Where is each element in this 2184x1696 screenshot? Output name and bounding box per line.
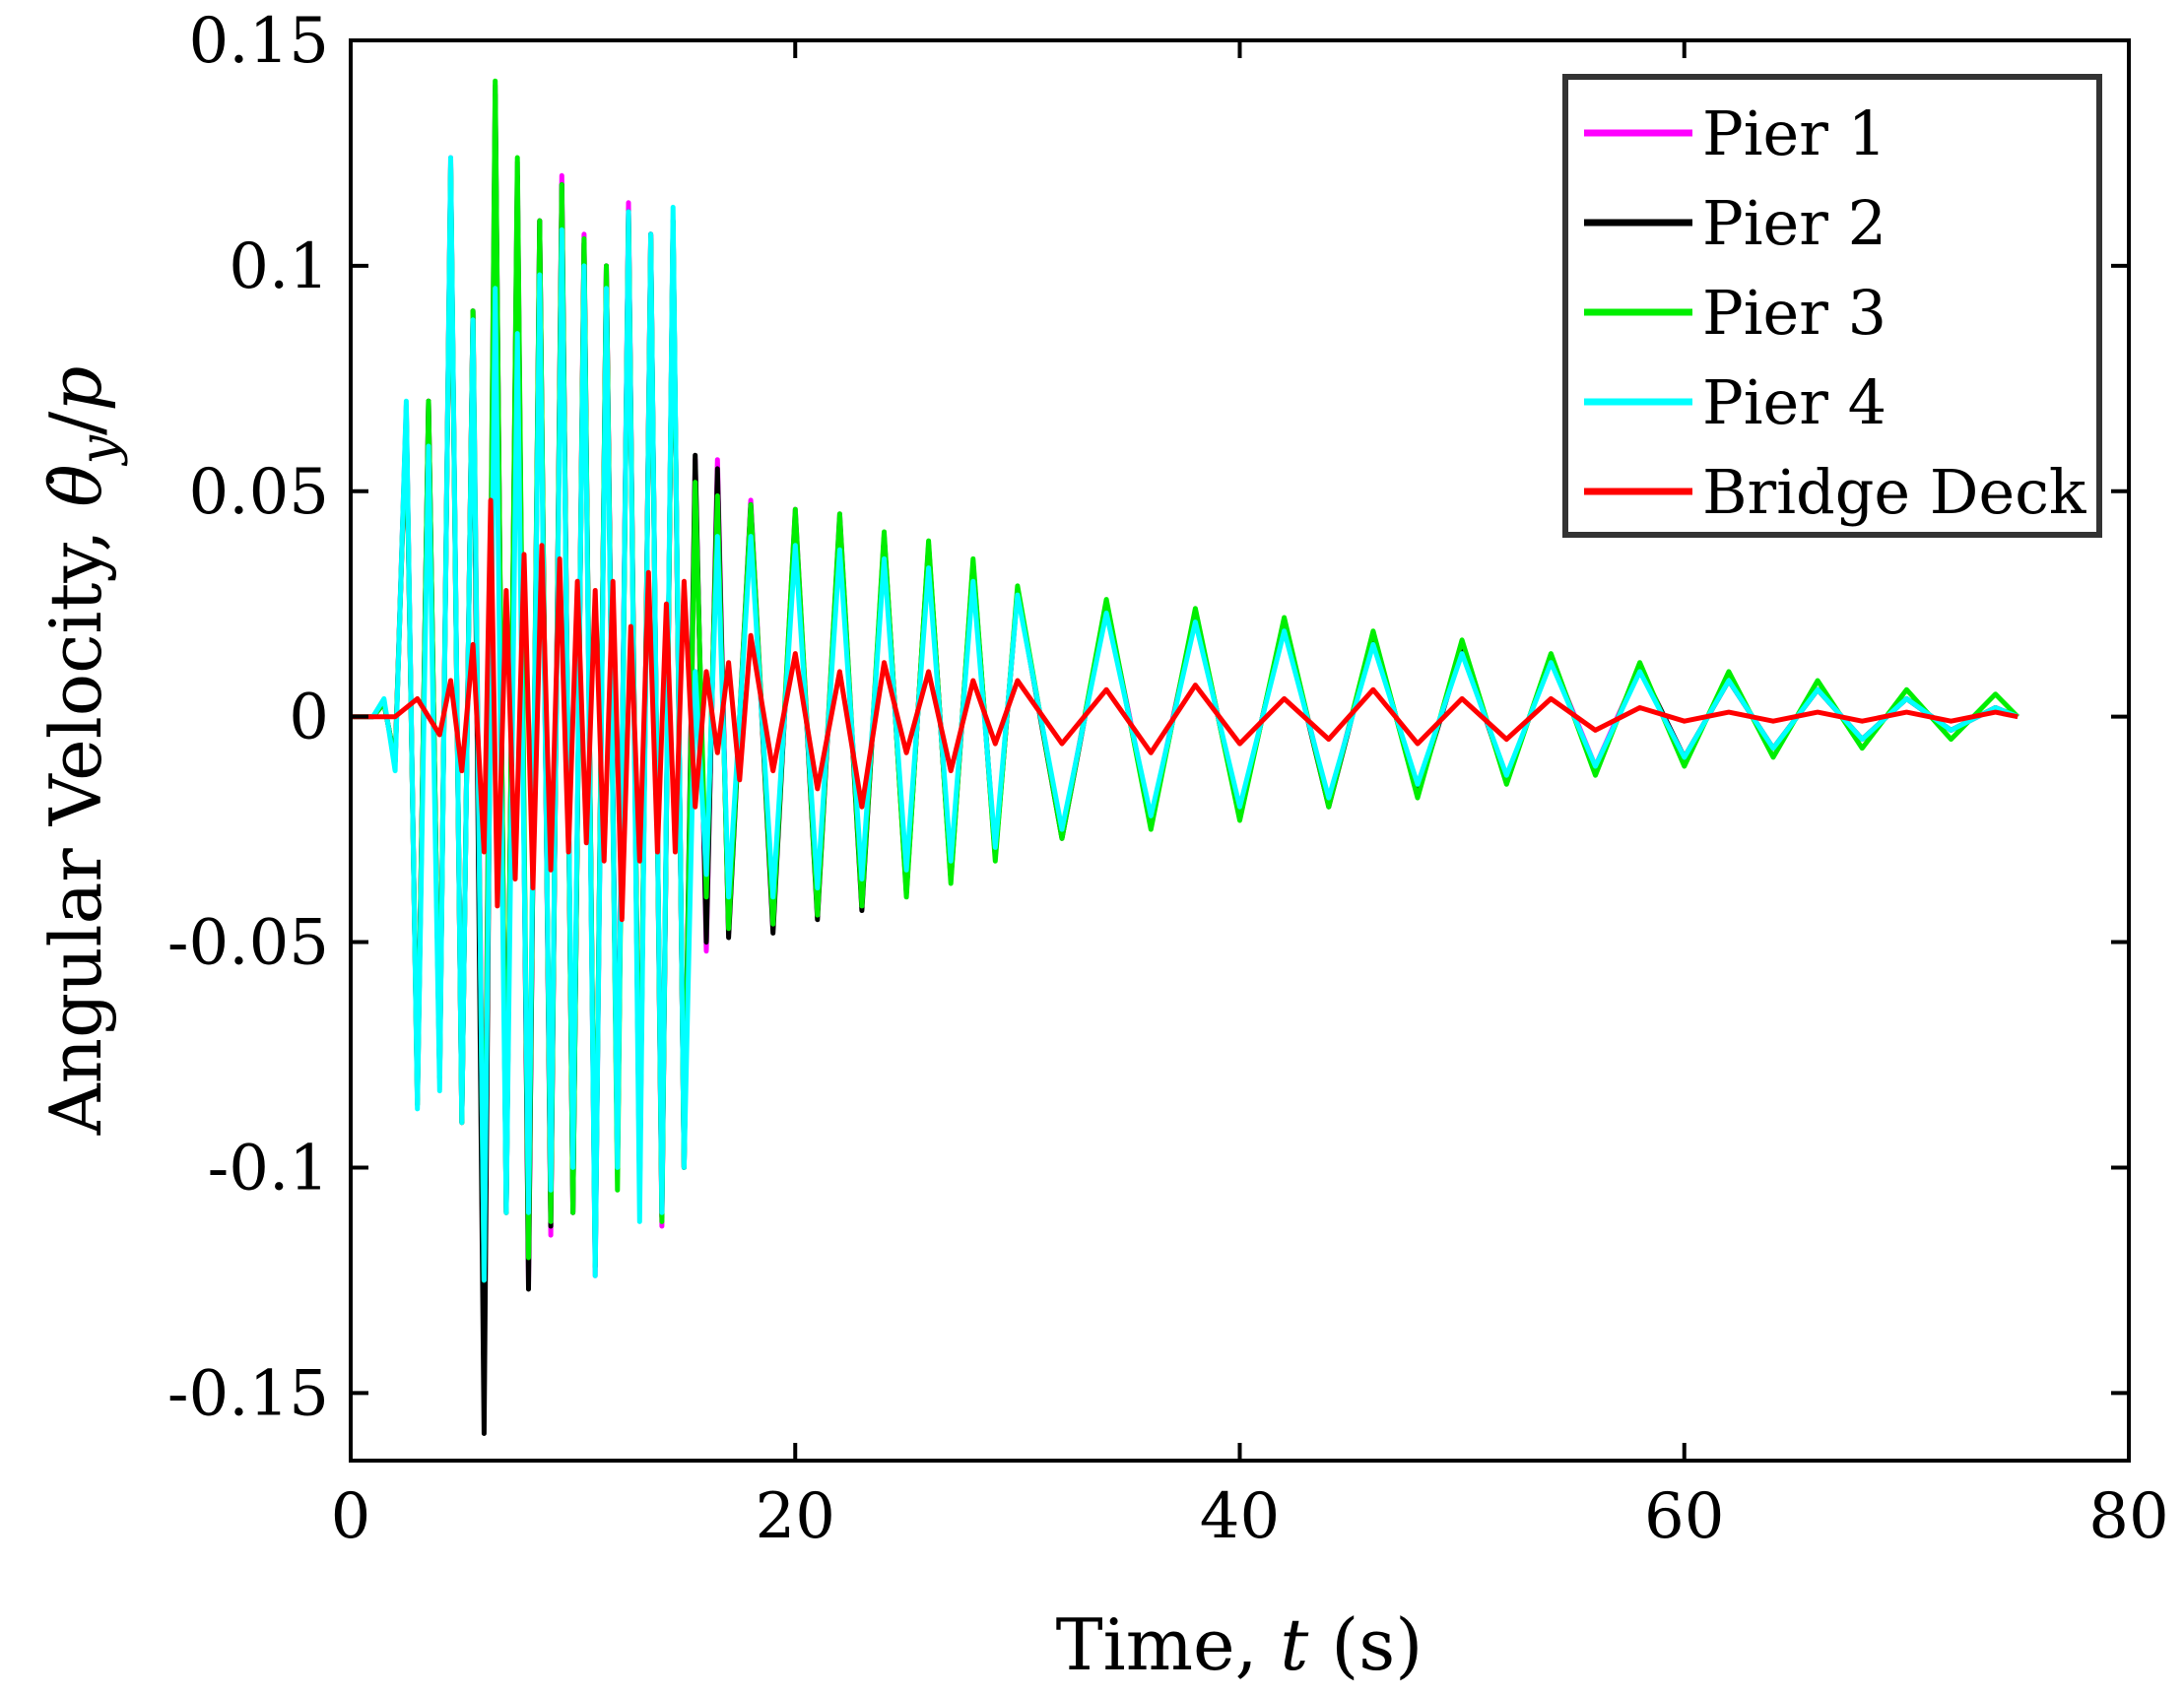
y-axis-title: Angular Velocity, θ̇y/p bbox=[34, 366, 129, 1137]
x-tick-label: 80 bbox=[2088, 1480, 2168, 1553]
legend-box bbox=[1562, 74, 2102, 538]
x-tick-label: 20 bbox=[756, 1480, 835, 1553]
ticks-layer bbox=[349, 38, 2131, 1461]
legend-label-2: Pier 2 bbox=[1702, 187, 1886, 259]
legend-label-4: Pier 4 bbox=[1702, 366, 1886, 438]
tick-labels-layer: 0 20 40 60 80 -0.15 -0.1 -0.05 0 0.05 0.1 0.15 bbox=[167, 5, 2169, 1553]
y-tick-label: -0.15 bbox=[167, 1357, 329, 1430]
y-tick-label: 0.15 bbox=[189, 5, 330, 78]
x-tick-label: 60 bbox=[1644, 1480, 1724, 1553]
y-tick-label: -0.1 bbox=[208, 1132, 329, 1205]
x-tick-label: 40 bbox=[1200, 1480, 1280, 1553]
series-line-5 bbox=[351, 497, 2019, 923]
x-tick-label: 0 bbox=[331, 1480, 371, 1553]
legend-label-3: Pier 3 bbox=[1702, 277, 1886, 349]
x-axis-title: Time, t (s) bbox=[1056, 1603, 1423, 1686]
legend: Pier 1 Pier 2 Pier 3 Pier 4 Bridge Deck bbox=[1562, 74, 2102, 538]
y-tick-label: 0 bbox=[289, 682, 329, 754]
legend-label-5: Bridge Deck bbox=[1702, 456, 2086, 528]
y-tick-label: 0.1 bbox=[229, 230, 329, 303]
y-tick-label: -0.05 bbox=[167, 907, 329, 980]
legend-label-1: Pier 1 bbox=[1702, 98, 1886, 169]
series-layer bbox=[351, 78, 2019, 1436]
y-tick-label: 0.05 bbox=[189, 456, 330, 529]
